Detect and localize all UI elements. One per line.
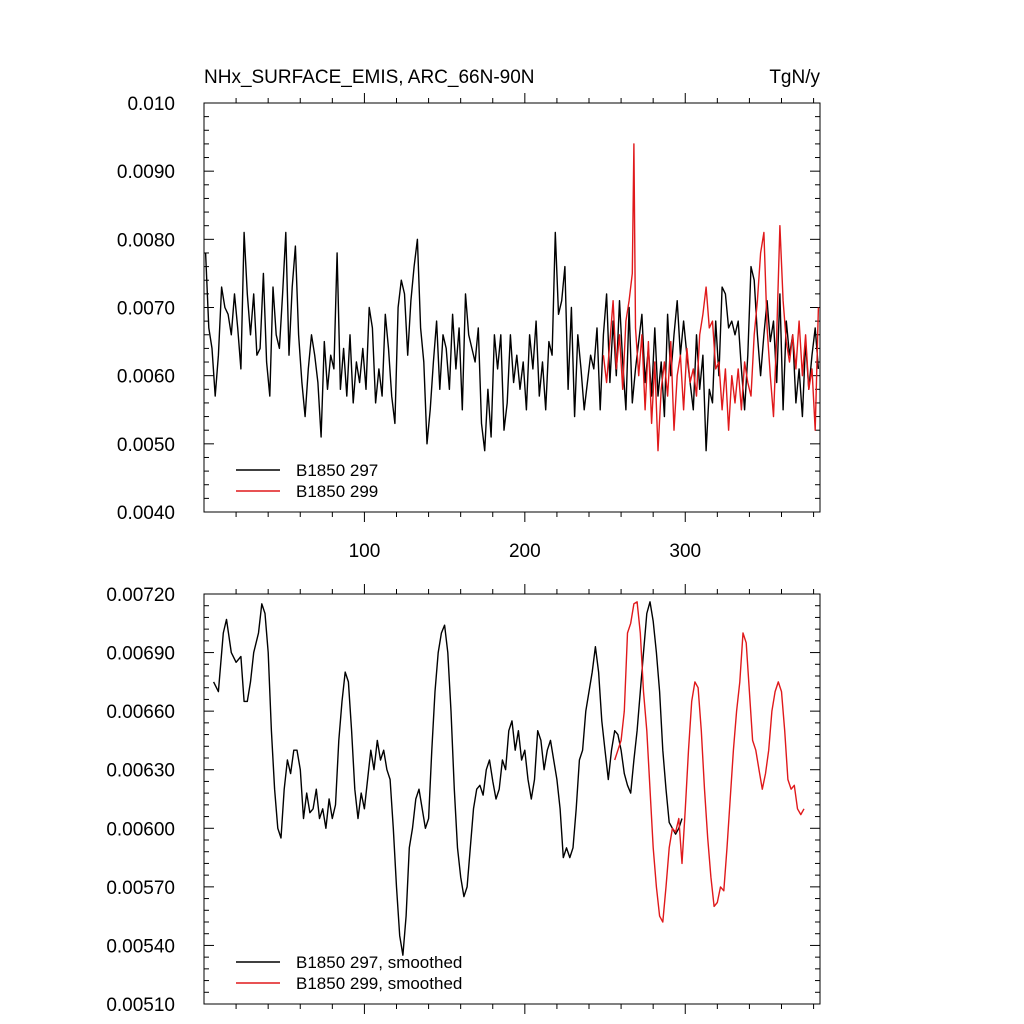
y-tick-label: 0.00570	[106, 878, 175, 899]
top-x-ticks: 100 200 300	[235, 93, 815, 562]
y-tick-label: 0.00720	[106, 585, 175, 606]
series-line-b1850-299-smoothed	[614, 601, 805, 923]
x-tick-label: 300	[669, 541, 701, 562]
y-tick-label: 0.0060	[117, 367, 175, 388]
top-legend: B1850 297 B1850 299	[236, 461, 378, 501]
x-tick-label: 100	[349, 541, 381, 562]
y-tick-label: 0.0050	[117, 435, 175, 456]
series-line-b1850-297-smoothed	[212, 601, 683, 956]
x-tick-label: 200	[509, 541, 541, 562]
top-panel: 0.0040 0.0050 0.0060 0.0070 0.0080 0.0090 0.01…	[117, 93, 821, 562]
y-tick-label: 0.0040	[117, 503, 175, 524]
y-tick-label: 0.00510	[106, 995, 175, 1016]
legend-label-b1850-299-smoothed: B1850 299, smoothed	[296, 974, 462, 993]
series-line-b1850-299	[602, 143, 820, 452]
y-tick-label: 0.00540	[106, 936, 175, 957]
bottom-legend: B1850 297, smoothed B1850 299, smoothed	[236, 953, 462, 993]
series-line-b1850-297	[204, 231, 820, 452]
y-tick-label: 0.00600	[106, 819, 175, 840]
bottom-y-ticks: 0.00510 0.00540 0.00570 0.00600 0.00630 0.006…	[106, 585, 820, 1016]
bottom-plot-frame	[203, 593, 821, 1005]
y-tick-label: 0.00660	[106, 702, 175, 723]
top-series	[204, 143, 820, 452]
chart-title: NHx_SURFACE_EMIS, ARC_66N-90N	[204, 67, 535, 88]
top-plot-frame	[203, 102, 821, 513]
legend-label-b1850-297: B1850 297	[296, 461, 378, 480]
top-y-ticks: 0.0040 0.0050 0.0060 0.0070 0.0080 0.0090 0.01…	[117, 94, 820, 524]
y-tick-label: 0.00630	[106, 761, 175, 782]
legend-label-b1850-299: B1850 299	[296, 482, 378, 501]
y-tick-label: 0.0080	[117, 230, 175, 251]
bottom-panel: 0.00510 0.00540 0.00570 0.00600 0.00630 0.006…	[106, 584, 821, 1016]
y-tick-label: 0.00690	[106, 644, 175, 665]
bottom-x-ticks	[235, 584, 815, 1014]
y-tick-label: 0.0090	[117, 162, 175, 183]
units-label: TgN/y	[769, 67, 820, 88]
y-tick-label: 0.0070	[117, 299, 175, 320]
y-tick-label: 0.010	[127, 94, 175, 115]
legend-label-b1850-297-smoothed: B1850 297, smoothed	[296, 953, 462, 972]
bottom-series	[212, 601, 805, 956]
